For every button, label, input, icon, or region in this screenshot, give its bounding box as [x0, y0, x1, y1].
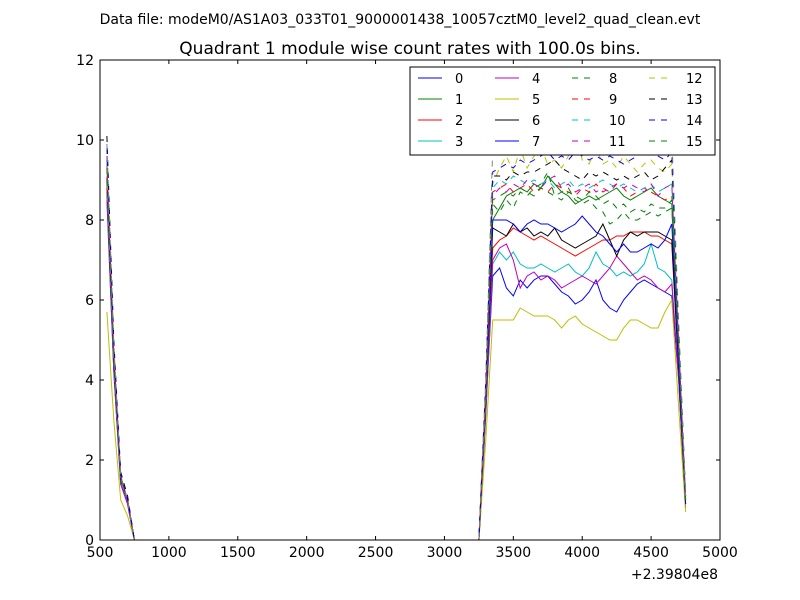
series-line-2 [106, 187, 687, 541]
y-tick-label: 6 [85, 293, 94, 309]
y-tick-label: 2 [85, 453, 94, 469]
x-tick-label: 2000 [289, 545, 325, 561]
legend-label-13: 13 [686, 93, 703, 108]
legend-label-3: 3 [455, 135, 463, 150]
x-tick-label: 3500 [496, 545, 532, 561]
suptitle: Data file: modeM0/AS1A03_033T01_90000014… [100, 12, 701, 28]
x-tick-label: 1500 [220, 545, 256, 561]
series-line-7 [106, 171, 687, 541]
chart-title: Quadrant 1 module wise count rates with … [179, 39, 640, 59]
legend-label-8: 8 [609, 72, 617, 87]
y-tick-label: 0 [85, 533, 94, 549]
series-line-3 [106, 195, 687, 541]
plot-lines [106, 102, 687, 541]
series-line-0 [106, 199, 687, 541]
x-tick-label: 2500 [358, 545, 394, 561]
series-line-6 [106, 175, 687, 541]
legend-box [409, 66, 716, 156]
legend-label-14: 14 [686, 114, 703, 129]
legend-label-12: 12 [686, 72, 703, 87]
legend-label-1: 1 [455, 93, 463, 108]
legend-label-11: 11 [609, 135, 626, 150]
series-line-11 [106, 155, 687, 541]
x-offset-label: +2.39804e8 [631, 567, 718, 583]
y-tick-label: 4 [85, 373, 94, 389]
x-tick-label: 4500 [633, 545, 669, 561]
x-tick-label: 4000 [564, 545, 600, 561]
series-line-8 [106, 167, 687, 541]
series-line-13 [106, 135, 687, 541]
legend-label-0: 0 [455, 72, 463, 87]
x-tick-label: 5000 [702, 545, 738, 561]
y-tick-label: 12 [76, 53, 94, 69]
series-line-extra-16 [106, 102, 687, 541]
series-line-5 [106, 298, 687, 541]
x-tick-label: 1000 [151, 545, 187, 561]
legend-label-15: 15 [686, 135, 703, 150]
y-tick-label: 10 [76, 133, 94, 149]
legend-label-7: 7 [532, 135, 540, 150]
series-line-12 [106, 127, 687, 541]
series-line-14 [106, 147, 687, 541]
x-tick-label: 3000 [427, 545, 463, 561]
legend-label-2: 2 [455, 114, 463, 129]
legend-label-6: 6 [532, 114, 540, 129]
series-line-15 [106, 167, 687, 541]
legend-label-5: 5 [532, 93, 540, 108]
series-line-9 [106, 163, 687, 541]
legend-label-4: 4 [532, 72, 540, 87]
x-tick-label: 500 [87, 545, 114, 561]
legend-label-10: 10 [609, 114, 626, 129]
series-line-10 [106, 159, 687, 541]
legend-label-9: 9 [609, 93, 617, 108]
x-axis-ticks: 500 1000 1500 2000 2500 3000 3500 4000 4500 5000 [87, 60, 738, 561]
y-tick-label: 8 [85, 213, 94, 229]
series-line-4 [106, 191, 687, 541]
